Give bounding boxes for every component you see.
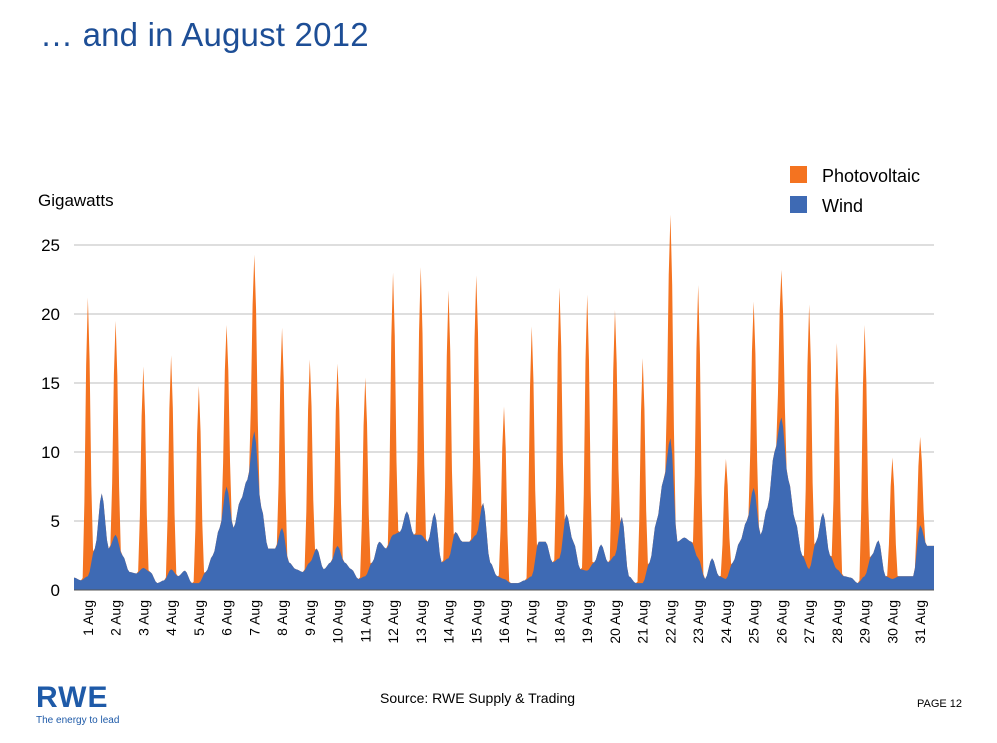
- x-tick-9: 9 Aug: [302, 600, 318, 636]
- x-tick-11: 11 Aug: [357, 600, 373, 643]
- x-tick-19: 19 Aug: [579, 600, 595, 644]
- y-axis-label: Gigawatts: [38, 191, 114, 210]
- x-tick-26: 26 Aug: [773, 600, 789, 644]
- x-tick-25: 25 Aug: [746, 600, 762, 644]
- x-tick-31: 31 Aug: [912, 600, 928, 644]
- x-tick-23: 23 Aug: [690, 600, 706, 644]
- x-tick-30: 30 Aug: [884, 600, 900, 644]
- x-tick-28: 28 Aug: [829, 600, 845, 644]
- x-tick-14: 14 Aug: [441, 600, 457, 644]
- x-tick-10: 10 Aug: [330, 600, 346, 644]
- x-tick-2: 2 Aug: [108, 600, 124, 636]
- slide-title: … and in August 2012: [40, 16, 369, 53]
- x-tick-7: 7 Aug: [246, 600, 262, 636]
- x-tick-17: 17 Aug: [524, 600, 540, 644]
- source-note: Source: RWE Supply & Trading: [380, 690, 576, 706]
- x-tick-27: 27 Aug: [801, 600, 817, 644]
- x-tick-12: 12 Aug: [385, 600, 401, 644]
- x-tick-13: 13 Aug: [413, 600, 429, 644]
- x-tick-22: 22 Aug: [662, 600, 678, 644]
- page-number: PAGE 12: [917, 698, 963, 710]
- y-tick-5: 5: [51, 512, 60, 531]
- x-tick-24: 24 Aug: [718, 600, 734, 644]
- x-tick-8: 8 Aug: [274, 600, 290, 636]
- x-tick-21: 21 Aug: [635, 600, 651, 644]
- y-tick-25: 25: [41, 236, 60, 255]
- y-tick-15: 15: [41, 374, 60, 393]
- logo-tagline: The energy to lead: [36, 715, 120, 726]
- x-tick-29: 29 Aug: [857, 600, 873, 644]
- legend: Photovoltaic Wind: [790, 166, 920, 216]
- y-tick-10: 10: [41, 443, 60, 462]
- rwe-logo: RWE The energy to lead: [36, 681, 120, 727]
- y-tick-labels: 0 5 10 15 20 25: [41, 236, 60, 600]
- x-tick-4: 4 Aug: [163, 600, 179, 636]
- x-tick-3: 3 Aug: [135, 600, 151, 636]
- x-tick-5: 5 Aug: [191, 600, 207, 636]
- x-tick-15: 15 Aug: [468, 600, 484, 644]
- x-tick-labels: 1 Aug 2 Aug 3 Aug 4 Aug 5 Aug 6 Aug 7 Aug 8 Aug…: [80, 600, 928, 644]
- y-tick-20: 20: [41, 305, 60, 324]
- legend-wind-label: Wind: [822, 196, 863, 216]
- photovoltaic-area: [74, 214, 934, 590]
- x-tick-20: 20 Aug: [607, 600, 623, 644]
- x-tick-6: 6 Aug: [219, 600, 235, 636]
- x-tick-16: 16 Aug: [496, 600, 512, 644]
- x-tick-1: 1 Aug: [80, 600, 96, 636]
- logo-wordmark: RWE: [36, 681, 109, 714]
- legend-photovoltaic-swatch: [790, 166, 807, 183]
- y-tick-0: 0: [51, 581, 60, 600]
- x-tick-18: 18 Aug: [551, 600, 567, 644]
- legend-wind-swatch: [790, 196, 807, 213]
- wind-area: [74, 417, 934, 590]
- area-series: [74, 214, 934, 590]
- legend-photovoltaic-label: Photovoltaic: [822, 166, 920, 186]
